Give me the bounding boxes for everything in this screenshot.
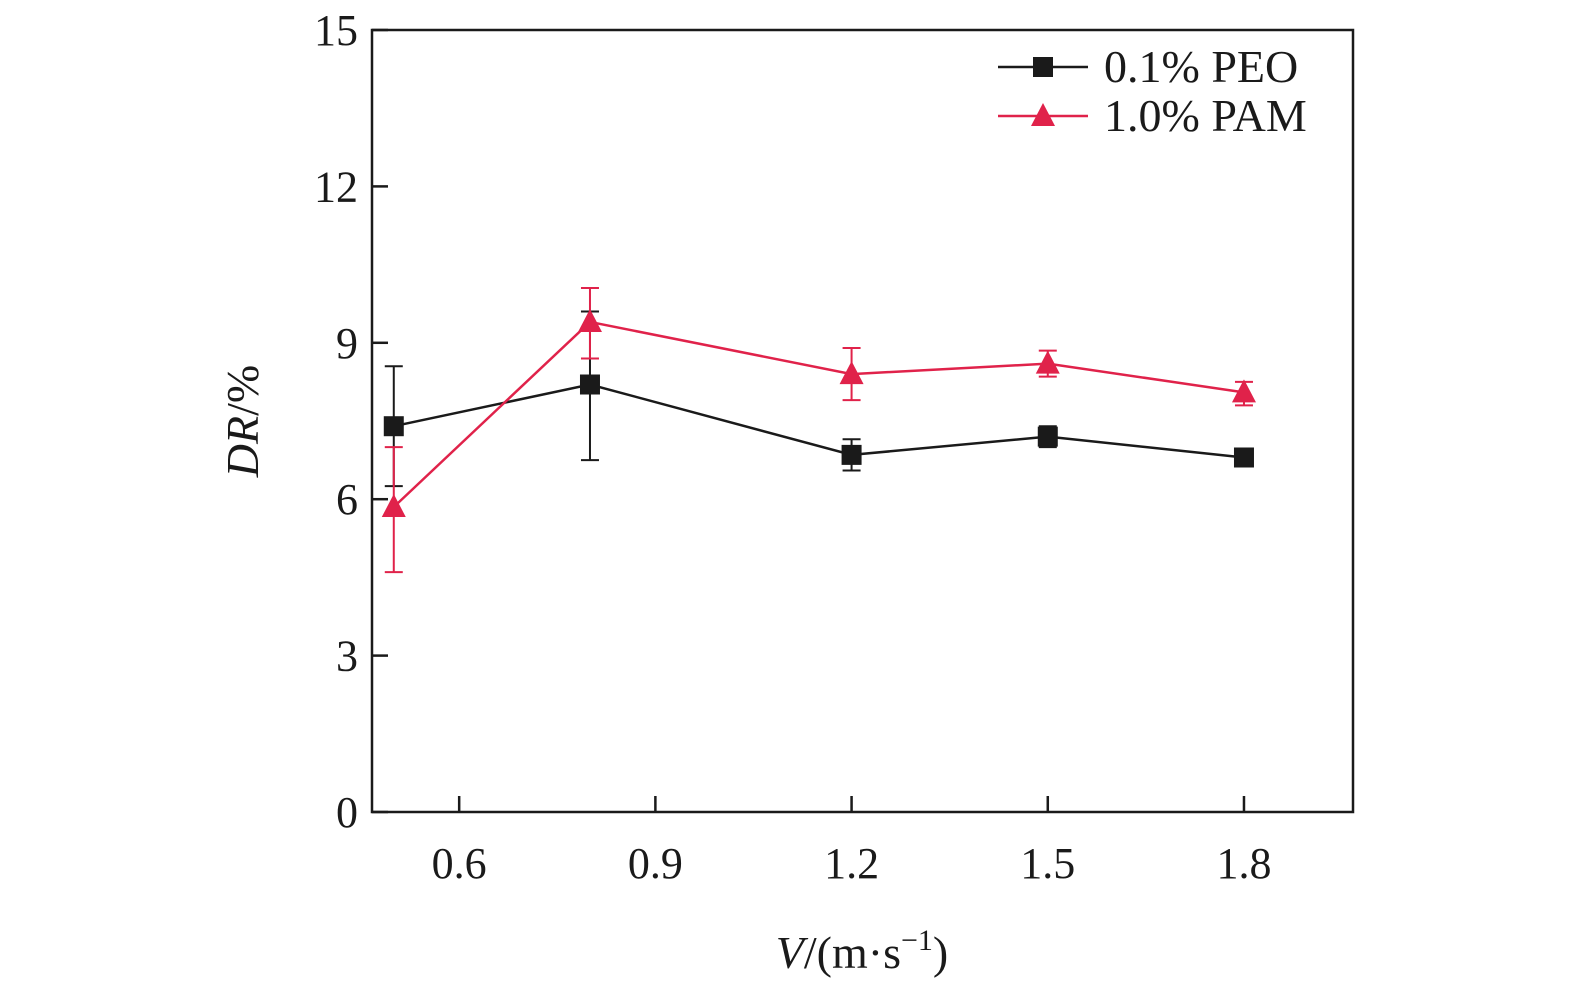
data-point [1233, 447, 1254, 468]
legend-marker [1031, 103, 1055, 126]
plot-area [370, 28, 1355, 814]
data-point [839, 361, 864, 385]
series-0-1-peo [383, 310, 1254, 488]
legend-marker [1033, 57, 1053, 77]
data-point [1037, 426, 1058, 447]
x-axis-ticks: 0.6 0.9 1.2 1.5 1.8 [432, 796, 1271, 888]
data-point [1231, 379, 1256, 403]
series-layer [381, 287, 1256, 574]
y-axis-label: DR/% [217, 365, 268, 478]
data-point [1035, 350, 1060, 374]
legend-item: 1.0% PAM [998, 90, 1307, 141]
data-point [579, 374, 600, 395]
data-point [383, 416, 404, 437]
y-tick-label: 6 [336, 475, 358, 524]
y-tick-label: 9 [336, 319, 358, 368]
y-tick-label: 0 [336, 788, 358, 837]
y-tick-label: 12 [314, 162, 358, 211]
x-tick-label: 0.9 [628, 839, 683, 888]
y-tick-label: 15 [314, 6, 358, 55]
x-axis-label: V/(m·s−1) [776, 924, 948, 978]
legend-item: 0.1% PEO [998, 41, 1298, 92]
data-point [577, 308, 602, 332]
x-tick-label: 0.6 [432, 839, 487, 888]
legend-label: 0.1% PEO [1104, 41, 1298, 92]
y-tick-label: 3 [336, 632, 358, 681]
x-tick-label: 1.5 [1020, 839, 1075, 888]
x-tick-label: 1.2 [824, 839, 879, 888]
y-axis-ticks: 0 3 6 9 12 15 [314, 6, 388, 837]
x-tick-label: 1.8 [1216, 839, 1271, 888]
legend-label: 1.0% PAM [1104, 90, 1307, 141]
data-point [381, 494, 406, 518]
series-1-0-pam [381, 287, 1256, 574]
data-point [841, 444, 862, 465]
